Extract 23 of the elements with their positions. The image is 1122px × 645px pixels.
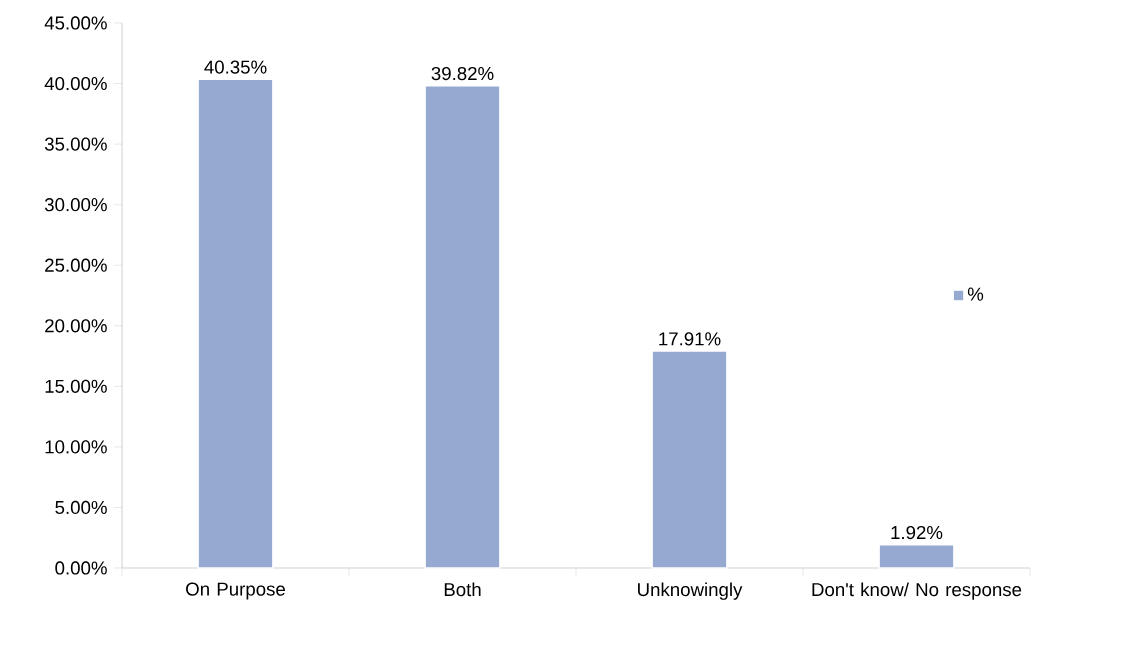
y-tick-label: 0.00% bbox=[55, 561, 107, 575]
legend-label: % bbox=[967, 287, 984, 301]
data-label: 1.92% bbox=[891, 525, 943, 540]
y-tick-label: 40.00% bbox=[44, 76, 107, 91]
bar bbox=[878, 544, 955, 569]
y-tick-label: 35.00% bbox=[44, 137, 107, 151]
y-tick-label: 25.00% bbox=[45, 258, 107, 272]
y-tick-label: 15.00% bbox=[45, 379, 107, 393]
y-tick-label: 10.00% bbox=[45, 440, 107, 454]
x-tick-label: Don't know/ No response bbox=[812, 582, 1022, 600]
x-tick-label: Unknowingly bbox=[638, 582, 743, 600]
y-tick-label: 20.00% bbox=[45, 319, 107, 333]
bar bbox=[197, 78, 274, 569]
data-label: 39.82% bbox=[431, 66, 494, 81]
data-label: 40.35% bbox=[204, 60, 267, 74]
x-tick-label: On Purpose bbox=[186, 582, 285, 600]
data-label: 17.91% bbox=[659, 332, 721, 346]
y-tick-label: 5.00% bbox=[55, 500, 107, 515]
bar bbox=[424, 85, 501, 569]
y-tick-label: 30.00% bbox=[44, 198, 107, 212]
y-tick-label: 45.00% bbox=[44, 16, 107, 30]
bar bbox=[651, 350, 728, 569]
x-tick-label: Both bbox=[444, 582, 481, 597]
